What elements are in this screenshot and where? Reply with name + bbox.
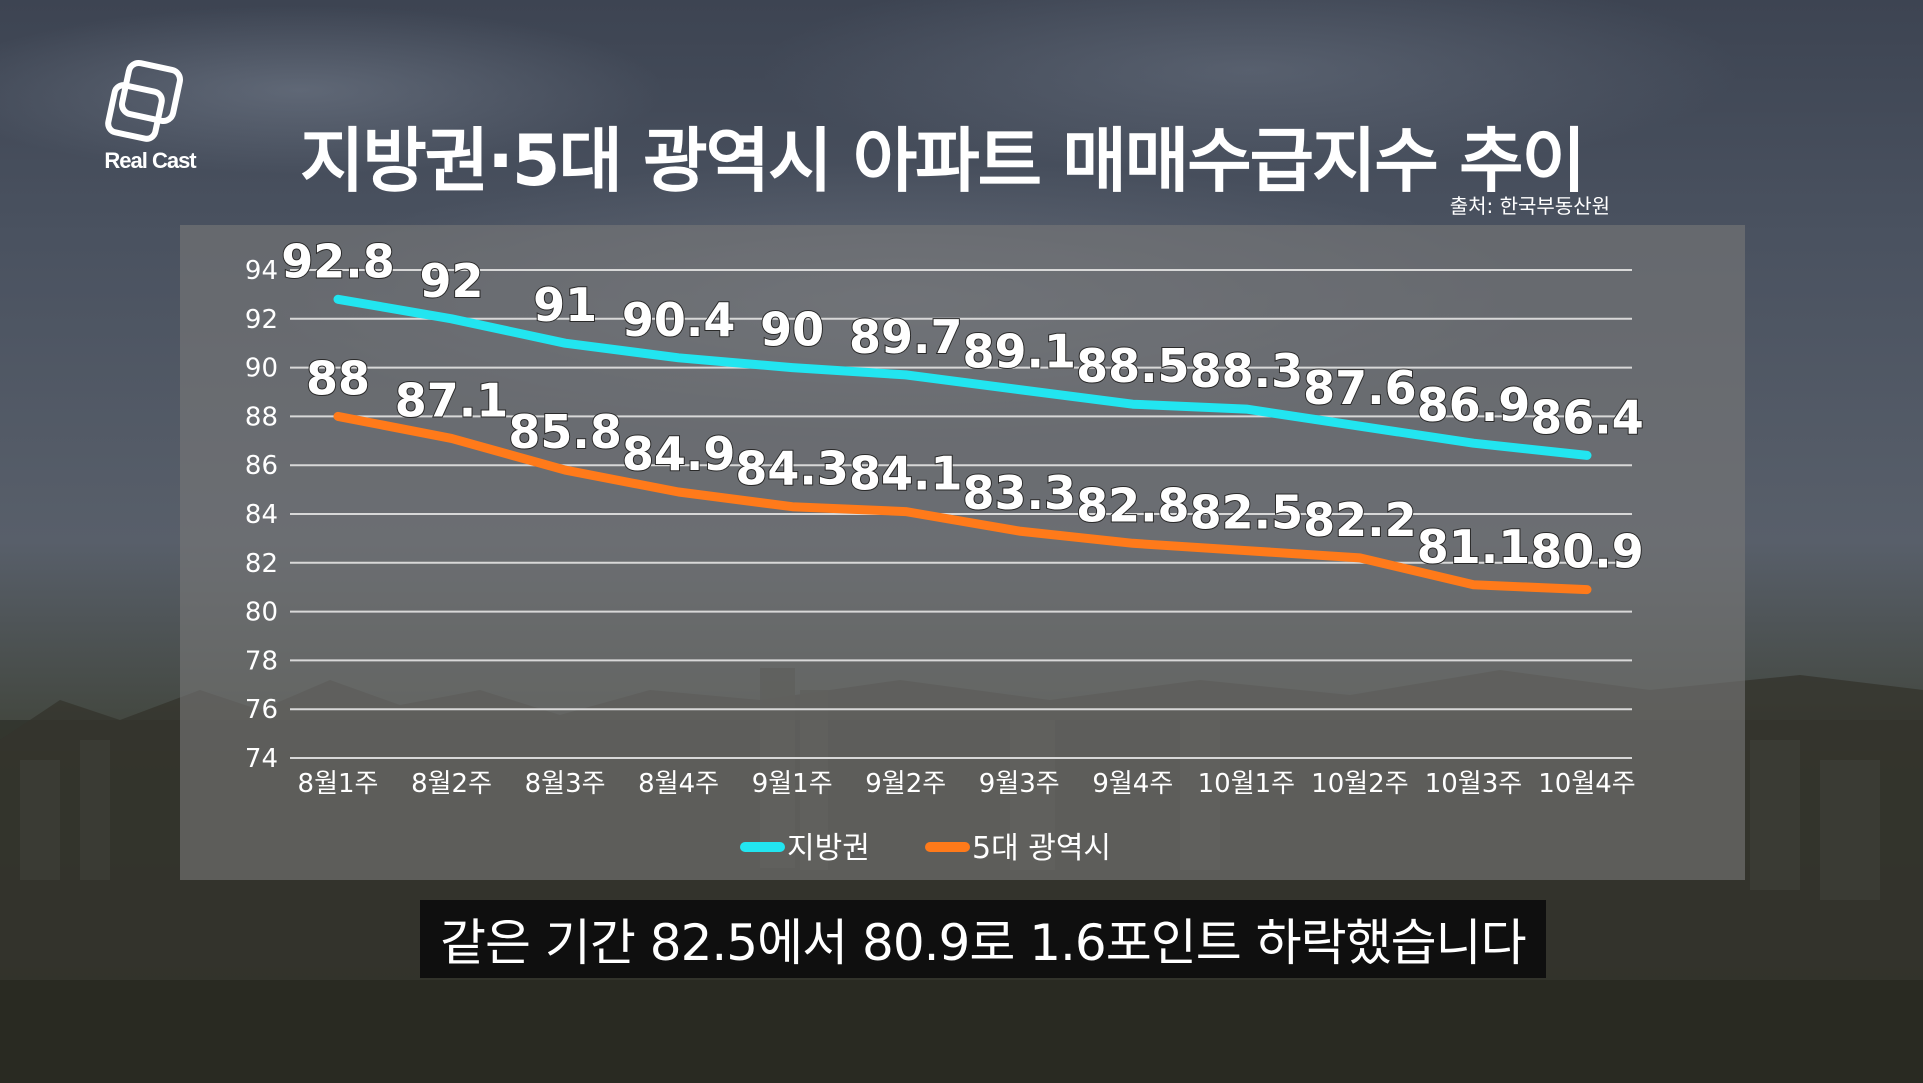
y-tick-label: 84	[245, 500, 278, 530]
x-tick-label: 10월2주	[1311, 769, 1408, 799]
page-title: 지방권·5대 광역시 아파트 매매수급지수 추이	[300, 120, 1586, 202]
y-tick-label: 90	[245, 354, 278, 384]
y-tick-label: 88	[245, 402, 278, 432]
data-label: 84.1	[849, 447, 963, 501]
data-label: 92	[420, 254, 484, 308]
data-label: 88.3	[1190, 344, 1304, 398]
x-tick-label: 8월4주	[638, 769, 719, 799]
y-tick-label: 94	[245, 256, 278, 286]
logo-text: Real Cast	[104, 148, 196, 173]
data-label: 86.9	[1417, 378, 1531, 432]
data-label: 90	[760, 303, 824, 357]
data-label: 82.5	[1190, 486, 1304, 540]
data-label: 87.1	[395, 373, 509, 427]
y-tick-label: 74	[245, 744, 278, 774]
caption-subtitle: 같은 기간 82.5에서 80.9로 1.6포인트 하락했습니다	[420, 900, 1546, 978]
series-lines	[333, 294, 1592, 595]
data-label: 84.9	[622, 427, 736, 481]
x-tick-label: 8월2주	[411, 769, 492, 799]
x-tick-label: 9월4주	[1092, 769, 1173, 799]
y-tick-label: 92	[245, 305, 278, 335]
x-tick-label: 9월2주	[865, 769, 946, 799]
data-label: 86.4	[1530, 390, 1644, 444]
realcast-logo: Real Cast	[95, 60, 205, 180]
data-label: 80.9	[1530, 525, 1644, 579]
x-tick-label: 9월3주	[979, 769, 1060, 799]
logo-squares-icon	[105, 60, 183, 142]
y-tick-label: 80	[245, 598, 278, 628]
x-tick-label: 8월3주	[525, 769, 606, 799]
data-label: 90.4	[622, 293, 736, 347]
legend-label: 지방권	[787, 831, 870, 866]
x-tick-label: 9월1주	[752, 769, 833, 799]
data-label: 88	[306, 351, 370, 405]
data-label: 92.8	[281, 234, 395, 288]
y-tick-label: 82	[245, 549, 278, 579]
data-label: 89.1	[963, 325, 1077, 379]
data-label: 82.8	[1076, 478, 1190, 532]
grid-lines	[290, 269, 1632, 759]
data-label: 89.7	[849, 310, 963, 364]
data-label: 87.6	[1303, 361, 1417, 415]
chart-panel	[180, 225, 1745, 880]
data-label: 84.3	[735, 442, 849, 496]
x-tick-label: 10월4주	[1538, 769, 1635, 799]
data-label: 91	[533, 278, 597, 332]
x-tick-label: 8월1주	[298, 769, 379, 799]
series-line-1	[333, 294, 1592, 460]
data-label: 83.3	[963, 466, 1077, 520]
y-tick-label: 78	[245, 646, 278, 676]
legend-label: 5대 광역시	[972, 831, 1111, 866]
y-axis-ticks: 74 76 78 80 82 84 86 88 90 92 94	[245, 256, 278, 774]
data-label: 81.1	[1417, 520, 1531, 574]
data-label: 82.2	[1303, 493, 1417, 547]
x-tick-label: 10월1주	[1198, 769, 1295, 799]
x-axis-ticks: 8월1주 8월2주 8월3주 8월4주 9월1주 9월2주 9월3주 9월4주 10월1주 10월…	[298, 769, 1636, 799]
x-tick-label: 10월3주	[1425, 769, 1522, 799]
legend: 지방권 5대 광역시	[740, 831, 1111, 866]
source-note: 출처: 한국부동산원	[1449, 194, 1610, 218]
y-tick-label: 76	[245, 695, 278, 725]
data-labels: 92.8 92 91 90.4 90 89.7 89.1 88.5 88.3 87.6 86.9 86…	[280, 233, 1645, 579]
data-label: 85.8	[508, 405, 622, 459]
y-tick-label: 86	[245, 451, 278, 481]
data-label: 88.5	[1076, 339, 1190, 393]
series-line-2	[333, 411, 1592, 595]
